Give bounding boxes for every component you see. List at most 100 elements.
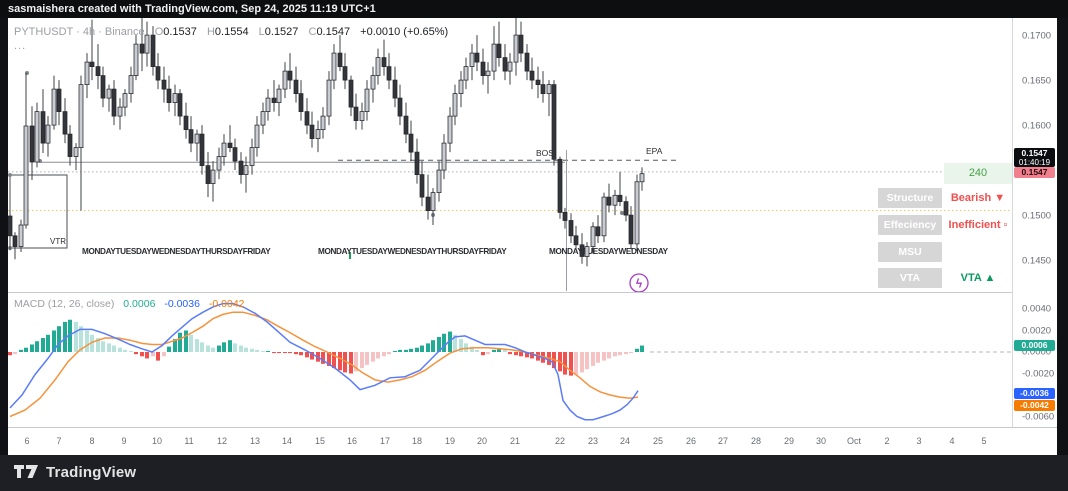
candle-down [304, 111, 310, 126]
candle-up [634, 181, 640, 245]
close-label: C [308, 26, 317, 38]
candle-up [612, 194, 618, 206]
lightning-event-icon[interactable]: ϟ [629, 273, 649, 293]
macd-histogram-bar [354, 352, 358, 372]
candle-down [62, 111, 68, 135]
macd-histogram-bar [431, 340, 435, 352]
candle-down [397, 97, 403, 117]
macd-line-value: -0.0036 [164, 298, 200, 310]
macd-histogram-bar [519, 352, 523, 357]
panel-value-structure: Bearish ▼ [950, 192, 1006, 204]
macd-histogram-bar [409, 348, 413, 352]
macd-histogram-bar [365, 352, 369, 365]
candle-down [419, 174, 425, 198]
candle-down [386, 66, 392, 81]
macd-histogram-bar [85, 330, 89, 352]
axis-separator [8, 427, 1057, 428]
chart-canvas[interactable]: BOS EPA VTR MONDAYTUESDAYWEDNESDAYTHURSDAYF… [8, 18, 1057, 455]
candle-down [535, 79, 541, 85]
macd-histogram-bar [211, 347, 215, 352]
candle-up [73, 147, 79, 157]
macd-histogram-bar [503, 349, 507, 352]
candle-down [111, 88, 117, 117]
day-of-week-labels: MONDAYTUESDAYWEDNESDAY [549, 247, 669, 256]
candle-up [106, 88, 112, 99]
candle-down [568, 220, 574, 237]
candle-down [309, 124, 315, 139]
macd-histogram-bar [613, 352, 617, 357]
candle-down [337, 52, 343, 67]
time-tick-27: 27 [717, 436, 728, 446]
macd-hist-value: 0.0006 [123, 298, 156, 310]
macd-histogram-bar [255, 349, 259, 352]
macd-histogram-bar [338, 352, 342, 371]
time-tick-4: 4 [949, 436, 955, 446]
symbol-title[interactable]: PYTHUSDT · 4h · Binance [14, 26, 145, 38]
macd-histogram-bar [140, 352, 144, 357]
macd-histogram-bar [618, 352, 622, 356]
candle-down [205, 165, 211, 184]
macd-histogram-bar [343, 352, 347, 373]
bottom-bar: TradingView [0, 455, 1068, 491]
candle-up [639, 173, 645, 183]
candle-down [551, 84, 557, 160]
candle-up [458, 79, 464, 94]
macd-histogram-bar [574, 352, 578, 375]
macd-histogram-bar [327, 352, 331, 366]
macd-histogram-bar [497, 348, 501, 352]
chart-window[interactable]: BOS EPA VTR MONDAYTUESDAYWEDNESDAYTHURSDAYF… [8, 18, 1057, 455]
epa-label: EPA [646, 146, 663, 156]
macd-histogram-bar [294, 352, 298, 355]
candle-down [40, 111, 46, 144]
macd-histogram-bar [448, 331, 452, 352]
macd-histogram-bar [96, 338, 100, 352]
macd-histogram-bar [41, 338, 45, 352]
legend-more-ellipsis[interactable]: ... [14, 40, 27, 52]
candle-down [628, 214, 634, 245]
candle-up [128, 75, 134, 94]
candle-up [51, 88, 57, 126]
macd-histogram-bar [57, 326, 61, 352]
time-tick-20: 20 [476, 436, 487, 446]
attribution-text: sasmaishera created with TradingView.com… [8, 3, 376, 15]
macd-histogram-bar [35, 341, 39, 352]
candle-down [606, 196, 612, 206]
macd-tick: 0.0020 [1022, 325, 1052, 336]
candle-down [474, 52, 480, 63]
tradingview-logo-text: TradingView [46, 464, 137, 481]
macd-histogram-bar [151, 352, 155, 357]
macd-tick: 0.0000 [1022, 346, 1052, 358]
macd-histogram-bar [442, 333, 446, 352]
time-tick-16: 16 [346, 436, 357, 446]
candle-up [315, 129, 321, 139]
candle-down [29, 125, 35, 163]
macd-histogram-bar [101, 341, 105, 352]
price-tick: 0.1450 [1022, 255, 1052, 267]
candle-up [375, 57, 381, 76]
macd-histogram-bar [371, 352, 375, 362]
macd-histogram-bar [525, 352, 529, 358]
candle-up [216, 156, 222, 171]
tradingview-logo[interactable]: TradingView [14, 464, 136, 481]
macd-histogram-bar [123, 349, 127, 352]
time-axis[interactable]: 6 7 8 9 10 11 12 13 14 15 16 17 18 19 20 21 22 23 24 25 26 27… [8, 428, 1057, 455]
pane-separator[interactable] [8, 292, 1012, 293]
macd-histogram-bar [79, 326, 83, 352]
price-scale[interactable]: 0.1700 0.1650 0.1600 0.1500 0.1450 0.0040 0.00… [1013, 18, 1057, 427]
time-tick-28: 28 [750, 436, 761, 446]
day-of-week-labels: MONDAYTUESDAYWEDNESDAYTHURSDAYFRIDAY [318, 247, 507, 256]
candle-up [18, 224, 24, 247]
panel-label-vta: VTA [878, 268, 942, 288]
macd-histogram-bar [459, 339, 463, 352]
macd-histogram-bar [8, 352, 12, 356]
time-tick-22: 22 [554, 436, 565, 446]
macd-histogram-bar [24, 347, 28, 352]
macd-histogram-bar [134, 352, 138, 355]
macd-histogram-bar [464, 343, 468, 352]
macd-histogram-bar [52, 330, 56, 352]
time-tick-11: 11 [184, 436, 194, 446]
macd-histogram-bar [508, 352, 512, 355]
low-label: L [258, 26, 265, 38]
candle-down [502, 57, 508, 72]
macd-histogram-bar [398, 349, 402, 352]
